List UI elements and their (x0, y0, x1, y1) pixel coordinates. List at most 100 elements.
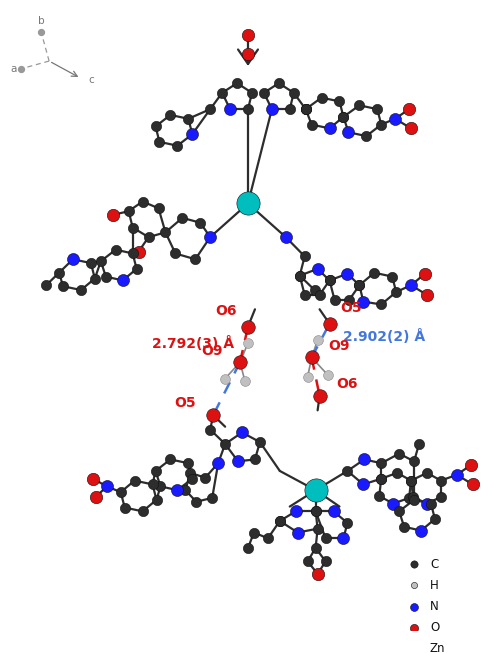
Text: a: a (10, 64, 16, 74)
Point (244, 30, 252, 40)
Text: b: b (38, 16, 45, 25)
Point (132, 264, 140, 274)
Point (345, 295, 353, 305)
Point (323, 370, 331, 380)
Point (87, 258, 95, 268)
Point (186, 468, 194, 478)
Point (294, 528, 302, 538)
Point (138, 197, 146, 207)
Point (42, 280, 50, 291)
Point (361, 454, 369, 465)
Point (302, 104, 310, 114)
Point (238, 427, 246, 438)
Text: O6: O6 (337, 377, 358, 391)
Point (356, 100, 364, 110)
Point (405, 492, 413, 503)
Point (167, 110, 175, 120)
Point (313, 524, 321, 534)
Point (423, 498, 431, 509)
Point (356, 280, 364, 291)
Point (395, 506, 403, 517)
Point (221, 439, 229, 449)
Point (244, 338, 252, 348)
Point (377, 119, 385, 130)
Point (167, 454, 175, 465)
Point (244, 321, 252, 332)
Point (313, 264, 321, 274)
Point (469, 479, 477, 490)
Point (410, 644, 418, 653)
Point (310, 285, 318, 295)
Point (55, 268, 63, 278)
Point (109, 210, 117, 220)
Point (92, 492, 100, 502)
Point (162, 227, 170, 238)
Point (155, 203, 163, 214)
Point (417, 526, 425, 536)
Point (311, 543, 319, 553)
Point (343, 518, 351, 528)
Point (91, 274, 99, 284)
Point (275, 78, 283, 88)
Point (59, 281, 67, 291)
Point (321, 556, 329, 567)
Point (329, 506, 337, 517)
Point (302, 104, 310, 114)
Point (209, 410, 217, 421)
Point (360, 296, 368, 307)
Point (335, 96, 343, 106)
Point (423, 290, 431, 300)
Point (188, 473, 196, 484)
Point (301, 251, 309, 262)
Point (179, 213, 186, 223)
Point (308, 119, 315, 130)
Point (395, 449, 403, 459)
Point (282, 232, 290, 242)
Point (388, 272, 396, 282)
Point (315, 390, 323, 401)
Point (302, 104, 310, 114)
Point (389, 498, 397, 509)
Point (102, 272, 110, 282)
Point (453, 470, 461, 480)
Point (391, 114, 399, 124)
Point (264, 533, 272, 543)
Point (174, 485, 182, 496)
Point (244, 104, 252, 114)
Point (313, 264, 321, 274)
Point (294, 528, 302, 538)
Point (405, 104, 413, 114)
Point (234, 456, 242, 466)
Point (415, 439, 423, 449)
Point (206, 232, 214, 242)
Point (377, 458, 385, 468)
Point (407, 475, 415, 486)
Point (244, 199, 252, 209)
Point (121, 502, 128, 513)
Point (410, 622, 418, 633)
Point (138, 506, 146, 517)
Point (317, 92, 325, 103)
Point (238, 427, 246, 438)
Point (410, 456, 418, 466)
Point (296, 270, 304, 281)
Point (149, 479, 157, 490)
Point (17, 63, 25, 74)
Text: H: H (430, 579, 439, 592)
Point (410, 494, 418, 505)
Point (377, 299, 385, 310)
Point (421, 268, 429, 279)
Point (343, 466, 351, 476)
Point (311, 506, 319, 517)
Point (437, 492, 445, 502)
Point (174, 140, 182, 151)
Point (360, 296, 368, 307)
Point (339, 112, 347, 122)
Text: O9: O9 (329, 339, 350, 353)
Point (339, 533, 347, 543)
Point (325, 319, 333, 329)
Point (360, 479, 368, 490)
Text: O6: O6 (215, 304, 237, 318)
Point (400, 522, 408, 532)
Point (339, 533, 347, 543)
